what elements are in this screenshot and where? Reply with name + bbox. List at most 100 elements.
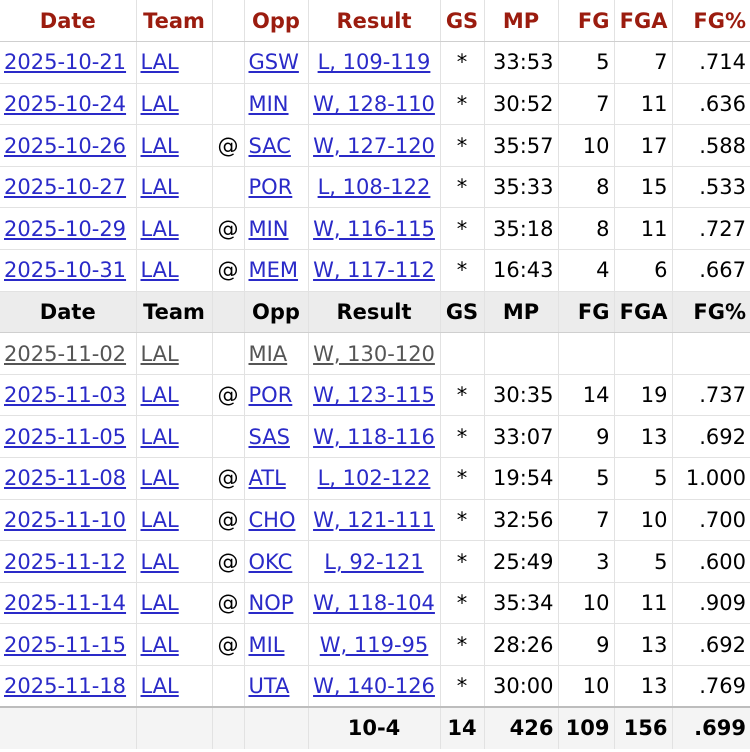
- result-link[interactable]: W, 117-112: [313, 258, 435, 283]
- team-link[interactable]: LAL: [140, 549, 179, 574]
- totals-fga: 156: [614, 706, 673, 749]
- team-link[interactable]: LAL: [140, 91, 179, 116]
- header-mp[interactable]: MP: [484, 290, 559, 334]
- game-row: 2025-11-15 LAL @ MIL W, 119-95 * 28:26 9 13.692: [0, 623, 750, 666]
- result-link[interactable]: W, 128-110: [313, 91, 435, 116]
- header-team[interactable]: Team: [136, 0, 213, 43]
- game-date-link[interactable]: 2025-11-08: [4, 466, 127, 491]
- opponent-link[interactable]: SAS: [248, 424, 290, 449]
- location-marker-cell: @: [212, 249, 245, 292]
- team-link-cell: LAL: [136, 207, 213, 251]
- team-link-cell: LAL: [136, 249, 213, 292]
- opponent-link[interactable]: ATL: [248, 466, 286, 491]
- opponent-link[interactable]: MIN: [248, 216, 289, 241]
- team-link[interactable]: LAL: [140, 258, 179, 283]
- opponent-link[interactable]: GSW: [248, 50, 299, 75]
- header-location: [212, 290, 245, 334]
- field-goal-attempts-cell: 13: [614, 665, 673, 708]
- totals-mp: 426: [484, 706, 559, 749]
- games-started-cell: *: [440, 207, 485, 251]
- game-date-link[interactable]: 2025-10-24: [4, 91, 127, 116]
- header-team[interactable]: Team: [136, 290, 213, 334]
- header-gs[interactable]: GS: [440, 0, 485, 43]
- team-link[interactable]: LAL: [140, 424, 179, 449]
- result-link[interactable]: L, 109-119: [317, 50, 431, 75]
- header-fg-pct[interactable]: FG%: [672, 290, 750, 334]
- opponent-link[interactable]: POR: [248, 383, 293, 408]
- result-link[interactable]: W, 121-111: [313, 507, 435, 532]
- header-result[interactable]: Result: [308, 0, 441, 43]
- result-link[interactable]: W, 118-116: [313, 424, 435, 449]
- field-goals-cell: 14: [558, 374, 615, 417]
- field-goals-cell: 9: [558, 415, 615, 459]
- result-link[interactable]: W, 127-120: [313, 133, 435, 158]
- result-link[interactable]: W, 123-115: [313, 383, 435, 408]
- game-date-link[interactable]: 2025-11-10: [4, 507, 127, 532]
- header-fg[interactable]: FG: [558, 0, 615, 43]
- game-date-link[interactable]: 2025-10-31: [4, 258, 127, 283]
- game-date-link[interactable]: 2025-11-15: [4, 632, 127, 657]
- result-link-cell: W, 119-95: [308, 623, 441, 666]
- game-date-link[interactable]: 2025-11-05: [4, 424, 127, 449]
- opponent-link[interactable]: SAC: [248, 133, 291, 158]
- team-link[interactable]: LAL: [140, 216, 179, 241]
- game-date-link-cell: 2025-10-24: [0, 83, 137, 126]
- header-opp[interactable]: Opp: [244, 0, 309, 43]
- team-link[interactable]: LAL: [140, 466, 179, 491]
- game-date-link[interactable]: 2025-11-14: [4, 591, 127, 616]
- result-link[interactable]: L, 102-122: [317, 466, 431, 491]
- field-goal-pct-cell: .692: [672, 415, 750, 459]
- game-date-link[interactable]: 2025-10-27: [4, 175, 127, 200]
- game-date-link[interactable]: 2025-11-02: [4, 341, 127, 366]
- header-fga[interactable]: FGA: [614, 0, 673, 43]
- game-date-link[interactable]: 2025-10-21: [4, 50, 127, 75]
- header-opp[interactable]: Opp: [244, 290, 309, 334]
- result-link[interactable]: W, 116-115: [313, 216, 435, 241]
- game-date-link[interactable]: 2025-10-26: [4, 133, 127, 158]
- header-fg-pct[interactable]: FG%: [672, 0, 750, 43]
- header-mp[interactable]: MP: [484, 0, 559, 43]
- team-link[interactable]: LAL: [140, 591, 179, 616]
- header-date[interactable]: Date: [0, 290, 137, 334]
- team-link[interactable]: LAL: [140, 383, 179, 408]
- result-link[interactable]: W, 118-104: [313, 591, 435, 616]
- result-link[interactable]: W, 130-120: [313, 341, 435, 366]
- result-link-cell: W, 140-126: [308, 665, 441, 708]
- opponent-link[interactable]: MIA: [248, 341, 288, 366]
- team-link[interactable]: LAL: [140, 632, 179, 657]
- team-link[interactable]: LAL: [140, 674, 179, 699]
- result-link[interactable]: W, 140-126: [313, 674, 435, 699]
- result-link-cell: W, 121-111: [308, 499, 441, 542]
- opponent-link[interactable]: MEM: [248, 258, 299, 283]
- location-marker-cell: [212, 166, 245, 209]
- header-fg[interactable]: FG: [558, 290, 615, 334]
- team-link[interactable]: LAL: [140, 133, 179, 158]
- result-link[interactable]: L, 92-121: [324, 549, 424, 574]
- header-date[interactable]: Date: [0, 0, 137, 43]
- opponent-link[interactable]: OKC: [248, 549, 293, 574]
- header-fga[interactable]: FGA: [614, 290, 673, 334]
- team-link[interactable]: LAL: [140, 50, 179, 75]
- game-date-link[interactable]: 2025-11-18: [4, 674, 127, 699]
- team-link[interactable]: LAL: [140, 341, 179, 366]
- game-date-link[interactable]: 2025-11-03: [4, 383, 127, 408]
- team-link[interactable]: LAL: [140, 507, 179, 532]
- result-link[interactable]: W, 119-95: [319, 632, 429, 657]
- opponent-link[interactable]: MIN: [248, 91, 289, 116]
- opponent-link[interactable]: MIL: [248, 632, 285, 657]
- team-link[interactable]: LAL: [140, 175, 179, 200]
- opponent-link[interactable]: UTA: [248, 674, 290, 699]
- header-gs[interactable]: GS: [440, 290, 485, 334]
- header-result[interactable]: Result: [308, 290, 441, 334]
- game-date-link[interactable]: 2025-10-29: [4, 216, 127, 241]
- opponent-link[interactable]: NOP: [248, 591, 294, 616]
- opponent-link[interactable]: POR: [248, 175, 293, 200]
- result-link[interactable]: L, 108-122: [317, 175, 431, 200]
- team-link-cell: LAL: [136, 124, 213, 167]
- location-marker-cell: @: [212, 499, 245, 542]
- location-marker-cell: [212, 332, 245, 375]
- game-date-link[interactable]: 2025-11-12: [4, 549, 127, 574]
- opponent-link[interactable]: CHO: [248, 507, 296, 532]
- field-goal-attempts-cell: 13: [614, 415, 673, 459]
- opponent-link-cell: GSW: [244, 41, 309, 84]
